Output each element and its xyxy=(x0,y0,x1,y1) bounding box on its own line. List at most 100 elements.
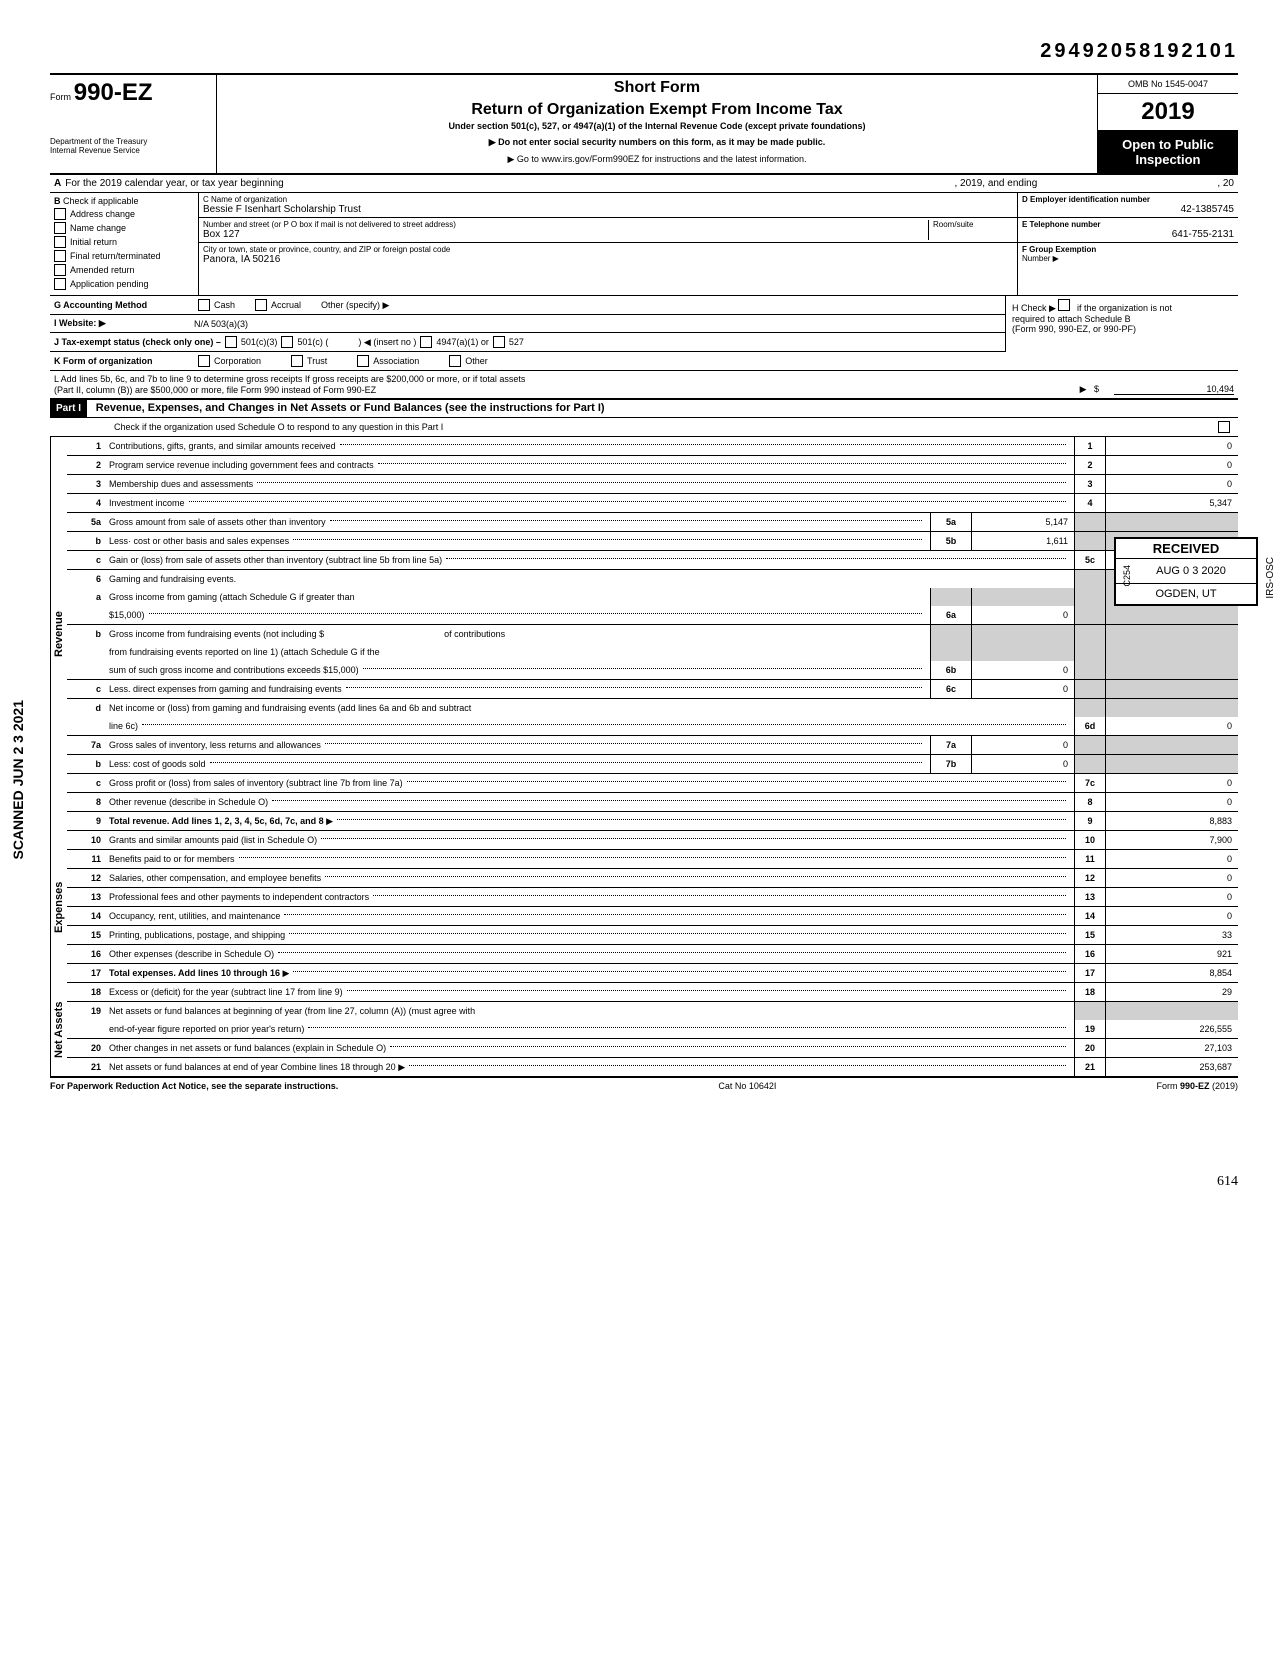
line2-num: 2 xyxy=(67,456,105,474)
line6d-box: 6d xyxy=(1074,717,1105,735)
open-public-2: Inspection xyxy=(1100,152,1236,167)
label-b: B xyxy=(54,196,61,206)
checkbox-trust[interactable] xyxy=(291,355,303,367)
line16-num: 16 xyxy=(67,945,105,963)
line5a-shade1 xyxy=(1074,513,1105,531)
checkbox-h[interactable] xyxy=(1058,299,1070,311)
checkbox-address-change[interactable] xyxy=(54,208,66,220)
row-i: I Website: ▶ N/A 503(a)(3) xyxy=(50,315,1005,333)
checkbox-501c3[interactable] xyxy=(225,336,237,348)
row-g: G Accounting Method Cash Accrual Other (… xyxy=(50,296,1005,315)
open-public: Open to Public Inspection xyxy=(1098,131,1238,173)
line6b-num3 xyxy=(67,661,105,679)
checkbox-cash[interactable] xyxy=(198,299,210,311)
line13-box: 13 xyxy=(1074,888,1105,906)
expenses-label: Expenses xyxy=(50,831,67,983)
main-title: Return of Organization Exempt From Incom… xyxy=(225,101,1089,119)
col-de: D Employer identification number 42-1385… xyxy=(1017,193,1238,295)
line5a-num: 5a xyxy=(67,513,105,531)
line6a-desc2: $15,000) xyxy=(105,606,930,624)
line16-box: 16 xyxy=(1074,945,1105,963)
line12-box: 12 xyxy=(1074,869,1105,887)
line1-box: 1 xyxy=(1074,437,1105,455)
line6d-desc1: Net income or (loss) from gaming and fun… xyxy=(105,699,1074,717)
row-a-text1: For the 2019 calendar year, or tax year … xyxy=(65,178,283,189)
omb-number: OMB No 1545-0047 xyxy=(1098,75,1238,94)
checkbox-4947[interactable] xyxy=(420,336,432,348)
line8-desc: Other revenue (describe in Schedule O) xyxy=(105,793,1074,811)
label-501c3: 501(c)(3) xyxy=(241,337,278,347)
line14-box: 14 xyxy=(1074,907,1105,925)
line7a-num: 7a xyxy=(67,736,105,754)
line5a-shade2 xyxy=(1105,513,1238,531)
line15-box: 15 xyxy=(1074,926,1105,944)
row-j: J Tax-exempt status (check only one) – 5… xyxy=(50,333,1005,352)
checkbox-501c[interactable] xyxy=(281,336,293,348)
label-app-pending: Application pending xyxy=(70,279,149,289)
subtitle: Under section 501(c), 527, or 4947(a)(1)… xyxy=(225,121,1089,131)
line2-box: 2 xyxy=(1074,456,1105,474)
label-501c: 501(c) ( xyxy=(297,337,328,347)
checkbox-initial-return[interactable] xyxy=(54,236,66,248)
line19-desc1: Net assets or fund balances at beginning… xyxy=(105,1002,1074,1020)
dept-irs: Internal Revenue Service xyxy=(50,146,210,155)
line6-num: 6 xyxy=(67,570,105,588)
handwritten-note: 614 xyxy=(50,1174,1238,1190)
revenue-label: Revenue xyxy=(50,437,67,831)
line13-desc: Professional fees and other payments to … xyxy=(105,888,1074,906)
row-l: L Add lines 5b, 6c, and 7b to line 9 to … xyxy=(50,371,1238,399)
line6-shade1 xyxy=(1074,570,1105,588)
line6b-s3 xyxy=(1074,625,1105,643)
line6c-num: c xyxy=(67,680,105,698)
checkbox-527[interactable] xyxy=(493,336,505,348)
line6b-ss3 xyxy=(1074,643,1105,661)
line7b-sbox: 7b xyxy=(930,755,971,773)
line7a-desc: Gross sales of inventory, less returns a… xyxy=(105,736,930,754)
line3-box: 3 xyxy=(1074,475,1105,493)
checkbox-amended[interactable] xyxy=(54,264,66,276)
row-a-text3: , 20 xyxy=(1217,178,1234,189)
line5a-sval: 5,147 xyxy=(971,513,1074,531)
line6b-ss2 xyxy=(971,643,1074,661)
col-c: C Name of organization Bessie F Isenhart… xyxy=(199,193,1017,295)
line6b-desc4: sum of such gross income and contributio… xyxy=(105,661,930,679)
row-a: A For the 2019 calendar year, or tax yea… xyxy=(50,175,1238,193)
checkbox-schedule-o[interactable] xyxy=(1218,421,1230,433)
netassets-label: Net Assets xyxy=(50,983,67,1076)
line5b-desc: Less· cost or other basis and sales expe… xyxy=(105,532,930,550)
line4-desc: Investment income xyxy=(105,494,1074,512)
checkbox-final-return[interactable] xyxy=(54,250,66,262)
phone: 641-755-2131 xyxy=(1022,229,1234,240)
checkbox-accrual[interactable] xyxy=(255,299,267,311)
line7b-sh2 xyxy=(1105,755,1238,773)
line6a-sh2 xyxy=(1105,606,1238,624)
l-text2: (Part II, column (B)) are $500,000 or mo… xyxy=(54,385,376,395)
line19-sh1 xyxy=(1074,1002,1105,1020)
group-exempt-label: F Group Exemption xyxy=(1022,245,1234,254)
line5a-desc: Gross amount from sale of assets other t… xyxy=(105,513,930,531)
checkbox-name-change[interactable] xyxy=(54,222,66,234)
line7c-box: 7c xyxy=(1074,774,1105,792)
checkbox-assoc[interactable] xyxy=(357,355,369,367)
revenue-section: Revenue 1Contributions, gifts, grants, a… xyxy=(50,437,1238,831)
line6c-sh2 xyxy=(1105,680,1238,698)
entity-block: B Check if applicable Address change Nam… xyxy=(50,193,1238,296)
label-i: I Website: ▶ xyxy=(54,318,194,329)
stamp-loc: OGDEN, UT xyxy=(1116,584,1256,604)
line19-box: 19 xyxy=(1074,1020,1105,1038)
line1-desc: Contributions, gifts, grants, and simila… xyxy=(105,437,1074,455)
line7b-desc: Less: cost of goods sold xyxy=(105,755,930,773)
checkbox-corp[interactable] xyxy=(198,355,210,367)
line13-num: 13 xyxy=(67,888,105,906)
label-a: A xyxy=(54,178,61,189)
footer-left: For Paperwork Reduction Act Notice, see … xyxy=(50,1081,338,1091)
city: Panora, IA 50216 xyxy=(203,254,1013,265)
line6a-s1 xyxy=(930,588,971,606)
line17-desc: Total expenses. Add lines 10 through 16 … xyxy=(105,964,1074,982)
checkbox-app-pending[interactable] xyxy=(54,278,66,290)
row-a-text2: , 2019, and ending xyxy=(954,178,1037,189)
line7c-desc: Gross profit or (loss) from sales of inv… xyxy=(105,774,1074,792)
line6b-desc1: Gross income from fundraising events (no… xyxy=(105,625,930,643)
line6b-s1 xyxy=(930,625,971,643)
checkbox-other-org[interactable] xyxy=(449,355,461,367)
